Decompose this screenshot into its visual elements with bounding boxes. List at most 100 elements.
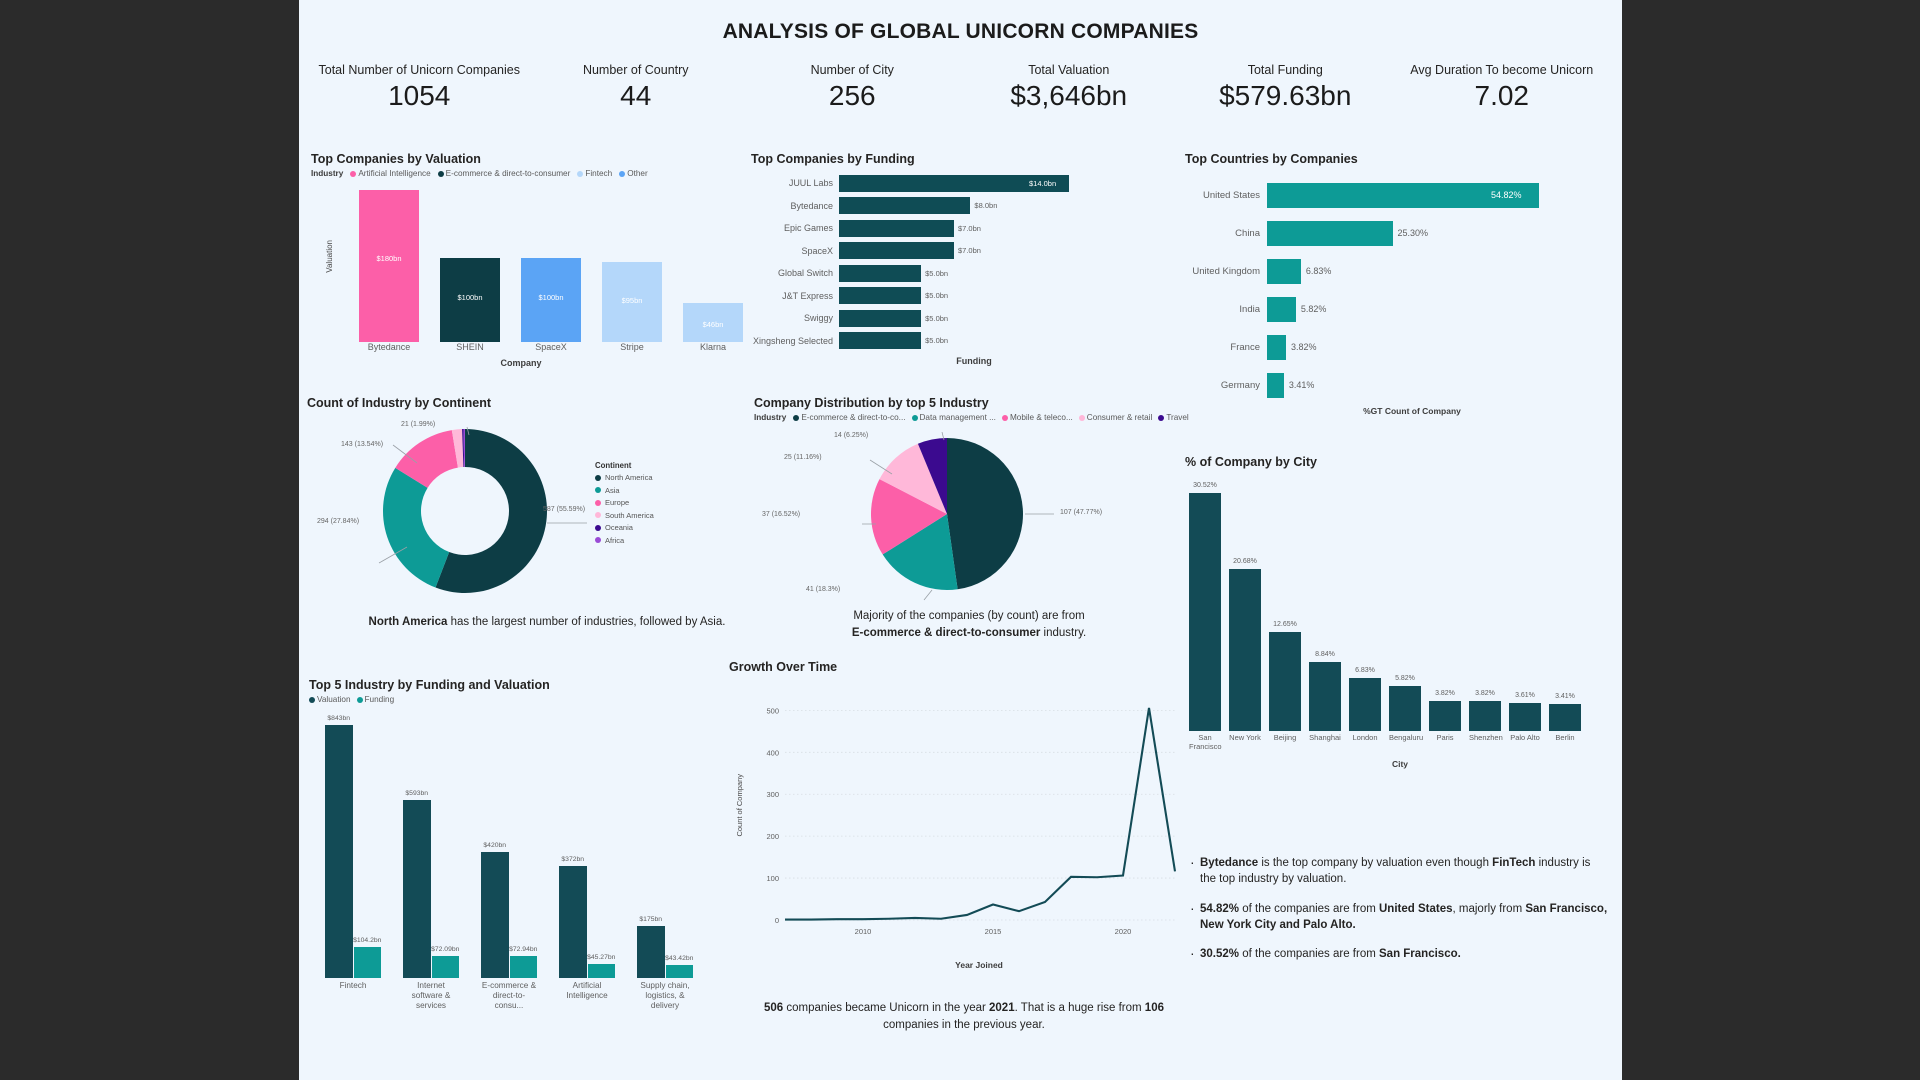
bar-column[interactable]: 8.84% xyxy=(1309,481,1341,731)
bar-category-label: India xyxy=(1239,303,1260,315)
legend-item[interactable]: North America xyxy=(595,473,654,482)
chart-top-companies-by-valuation[interactable]: Top Companies by Valuation Industry Arti… xyxy=(311,152,751,370)
x-tick-label: Artificial Intelligence xyxy=(566,981,608,1000)
legend-item[interactable]: Mobile & teleco... xyxy=(1001,413,1073,422)
bar-row[interactable]: Xingsheng Selected $5.0bn xyxy=(751,330,1181,353)
pie-slice[interactable] xyxy=(463,429,465,468)
legend-item[interactable]: Asia xyxy=(595,486,654,495)
kpi-card: Avg Duration To become Unicorn 7.02 xyxy=(1394,63,1611,112)
bar-group[interactable]: $843bn $104.2bn xyxy=(325,708,381,978)
chart-company-distribution-by-top-5-industry[interactable]: Company Distribution by top 5 Industry I… xyxy=(754,396,1189,646)
bar-column[interactable]: $100bn xyxy=(440,182,500,342)
legend-swatch-icon xyxy=(793,414,800,421)
legend-item[interactable]: Other xyxy=(619,169,648,178)
bar[interactable]: $45.27bn xyxy=(587,954,615,978)
bar-row[interactable]: J&T Express $5.0bn xyxy=(751,285,1181,308)
insight-text: , majorly from xyxy=(1452,902,1526,915)
chart-top-5-industry-by-funding-and-valuation[interactable]: Top 5 Industry by Funding and Valuation … xyxy=(309,678,729,1078)
chart-top-companies-by-funding[interactable]: Top Companies by Funding JUUL Labs $14.0b… xyxy=(751,152,1181,377)
insight-highlight: San Francisco. xyxy=(1379,948,1461,961)
bar-row[interactable]: United States 54.82% xyxy=(1185,176,1615,214)
bar-column[interactable]: 5.82% xyxy=(1389,481,1421,731)
bar-column[interactable]: 6.83% xyxy=(1349,481,1381,731)
bar-row[interactable]: SpaceX $7.0bn xyxy=(751,240,1181,263)
bar-group[interactable]: $593bn $72.09bn xyxy=(403,708,459,978)
bar[interactable]: $72.94bn xyxy=(509,946,537,978)
bar-column[interactable]: 20.68% xyxy=(1229,481,1261,731)
bar xyxy=(1267,372,1284,398)
line-series[interactable] xyxy=(785,707,1177,921)
legend-item[interactable]: Europe xyxy=(595,498,654,507)
chart-count-of-industry-by-continent[interactable]: Count of Industry by Continent 587 (55.5… xyxy=(307,396,787,646)
pie-slice[interactable] xyxy=(882,514,958,590)
caption-count: 506 xyxy=(764,1002,784,1014)
legend-item[interactable]: Oceania xyxy=(595,523,654,532)
kpi-card: Number of Country 44 xyxy=(528,63,745,112)
bar-group[interactable]: $372bn $45.27bn xyxy=(559,708,615,978)
bar-row[interactable]: Bytedance $8.0bn xyxy=(751,195,1181,218)
bar-column[interactable]: 30.52% xyxy=(1189,481,1221,731)
bar-column[interactable]: 12.65% xyxy=(1269,481,1301,731)
bar-column[interactable]: 3.41% xyxy=(1549,481,1581,731)
bar[interactable]: $43.42bn xyxy=(665,955,693,978)
bar-value-label: 3.82% xyxy=(1435,690,1455,698)
legend-item[interactable]: E-commerce & direct-to-co... xyxy=(793,413,906,422)
caption-text-2: . That is a huge rise from xyxy=(1014,1002,1145,1014)
chart-growth-over-time[interactable]: Growth Over Time Count of Company 0 100 20… xyxy=(729,660,1199,1060)
legend-item[interactable]: Artificial Intelligence xyxy=(350,169,431,178)
chart-percent-of-company-by-city[interactable]: % of Company by City 30.52% 20.68% 12.65% 8… xyxy=(1185,455,1615,855)
legend-item[interactable]: Consumer & retail xyxy=(1078,413,1152,422)
pie-slice[interactable] xyxy=(395,430,458,488)
bar-row[interactable]: China 25.30% xyxy=(1185,214,1615,252)
bar-row[interactable]: Swiggy $5.0bn xyxy=(751,307,1181,330)
kpi-value: $579.63bn xyxy=(1219,80,1352,111)
legend-label: Africa xyxy=(605,535,625,545)
bar[interactable]: $420bn xyxy=(481,842,509,978)
legend-item[interactable]: Valuation xyxy=(309,695,351,704)
bar-group[interactable]: $420bn $72.94bn xyxy=(481,708,537,978)
bar-column[interactable]: $46bn xyxy=(683,182,743,342)
pie-slice[interactable] xyxy=(462,429,465,468)
bar-row[interactable]: Germany 3.41% xyxy=(1185,366,1615,404)
bar[interactable]: $104.2bn xyxy=(353,937,381,978)
pie-slice[interactable] xyxy=(451,429,464,468)
bar-column[interactable]: $100bn xyxy=(521,182,581,342)
x-tick-label: Bytedance xyxy=(367,342,411,352)
legend-item[interactable]: E-commerce & direct-to-consumer xyxy=(437,169,570,178)
pie-slice[interactable] xyxy=(871,479,947,555)
bar-row[interactable]: Epic Games $7.0bn xyxy=(751,217,1181,240)
chart-top-countries-by-companies[interactable]: Top Countries by Companies United States… xyxy=(1185,152,1615,422)
bar[interactable]: $372bn xyxy=(559,856,587,978)
bar[interactable]: $72.09bn xyxy=(431,946,459,978)
bar-group[interactable]: $175bn $43.42bn xyxy=(637,708,693,978)
pie-slice[interactable] xyxy=(879,443,947,514)
x-axis-tick-labels: Fintech Internet software & services E-com… xyxy=(309,981,729,1011)
bar-value-label: $175bn xyxy=(639,915,663,923)
bar-category-label: JUUL Labs xyxy=(788,178,833,189)
bar-column[interactable]: 3.61% xyxy=(1509,481,1541,731)
pie-slice[interactable] xyxy=(917,438,947,514)
bar-row[interactable]: India 5.82% xyxy=(1185,290,1615,328)
kpi-label: Total Funding xyxy=(1247,63,1323,77)
bar-column[interactable]: $180bn xyxy=(359,182,419,342)
legend-item[interactable]: Data management ... xyxy=(911,413,996,422)
bar-track: $5.0bn xyxy=(839,264,1181,282)
pie-slice[interactable] xyxy=(435,429,548,593)
bar[interactable]: $843bn xyxy=(325,715,353,978)
legend-item[interactable]: Africa xyxy=(595,536,654,545)
legend-item[interactable]: Funding xyxy=(356,695,394,704)
bar-row[interactable]: JUUL Labs $14.0bn xyxy=(751,172,1181,195)
legend-item[interactable]: South America xyxy=(595,511,654,520)
bar-row[interactable]: France 3.82% xyxy=(1185,328,1615,366)
bar[interactable]: $593bn xyxy=(403,790,431,978)
bar-column[interactable]: $95bn xyxy=(602,182,662,342)
pie-slice[interactable] xyxy=(947,438,1024,590)
bar-column[interactable]: 3.82% xyxy=(1469,481,1501,731)
legend-item[interactable]: Fintech xyxy=(577,169,612,178)
bar-column[interactable]: 3.82% xyxy=(1429,481,1461,731)
legend-item[interactable]: Travel xyxy=(1158,413,1189,422)
bar-row[interactable]: United Kingdom 6.83% xyxy=(1185,252,1615,290)
bar[interactable]: $175bn xyxy=(637,916,665,978)
pie-slice[interactable] xyxy=(383,467,450,588)
bar-row[interactable]: Global Switch $5.0bn xyxy=(751,262,1181,285)
